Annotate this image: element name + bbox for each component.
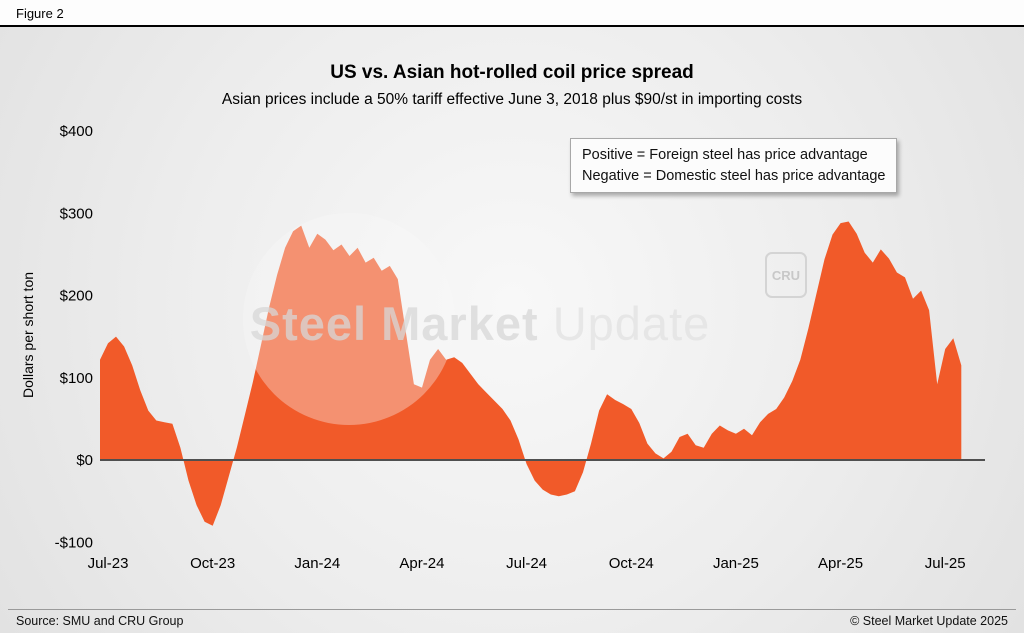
footer: Source: SMU and CRU Group © Steel Market… [8,609,1016,633]
spread-area-series [100,221,962,526]
y-tick-label: $200 [60,288,93,305]
y-tick-label: -$100 [55,534,93,551]
chart-subtitle: Asian prices include a 50% tariff effect… [221,91,803,108]
x-tick-label: Jan-25 [713,555,759,572]
x-tick-label: Jul-24 [506,555,547,572]
y-tick-label: $300 [60,205,93,222]
y-tick-label: $0 [76,452,93,469]
annotation-legend-box: Positive = Foreign steel has price advan… [570,138,898,194]
y-tick-label: $400 [60,123,93,140]
y-axis-title: Dollars per short ton [20,271,36,399]
chart-title: US vs. Asian hot-rolled coil price sprea… [330,62,694,83]
annotation-line-positive: Positive = Foreign steel has price advan… [582,147,868,163]
x-tick-label: Jul-23 [88,555,129,572]
x-tick-label: Oct-23 [190,555,235,572]
x-tick-label: Jul-25 [925,555,966,572]
figure-label: Figure 2 [16,6,64,21]
source-note: Source: SMU and CRU Group [16,614,184,628]
figure-header: Figure 2 [0,0,1024,27]
copyright-note: © Steel Market Update 2025 [850,614,1008,628]
x-tick-label: Apr-25 [818,555,863,572]
x-tick-label: Oct-24 [609,555,654,572]
y-tick-label: $100 [60,370,93,387]
x-tick-label: Apr-24 [399,555,444,572]
x-tick-label: Jan-24 [294,555,340,572]
annotation-line-negative: Negative = Domestic steel has price adva… [582,167,886,184]
